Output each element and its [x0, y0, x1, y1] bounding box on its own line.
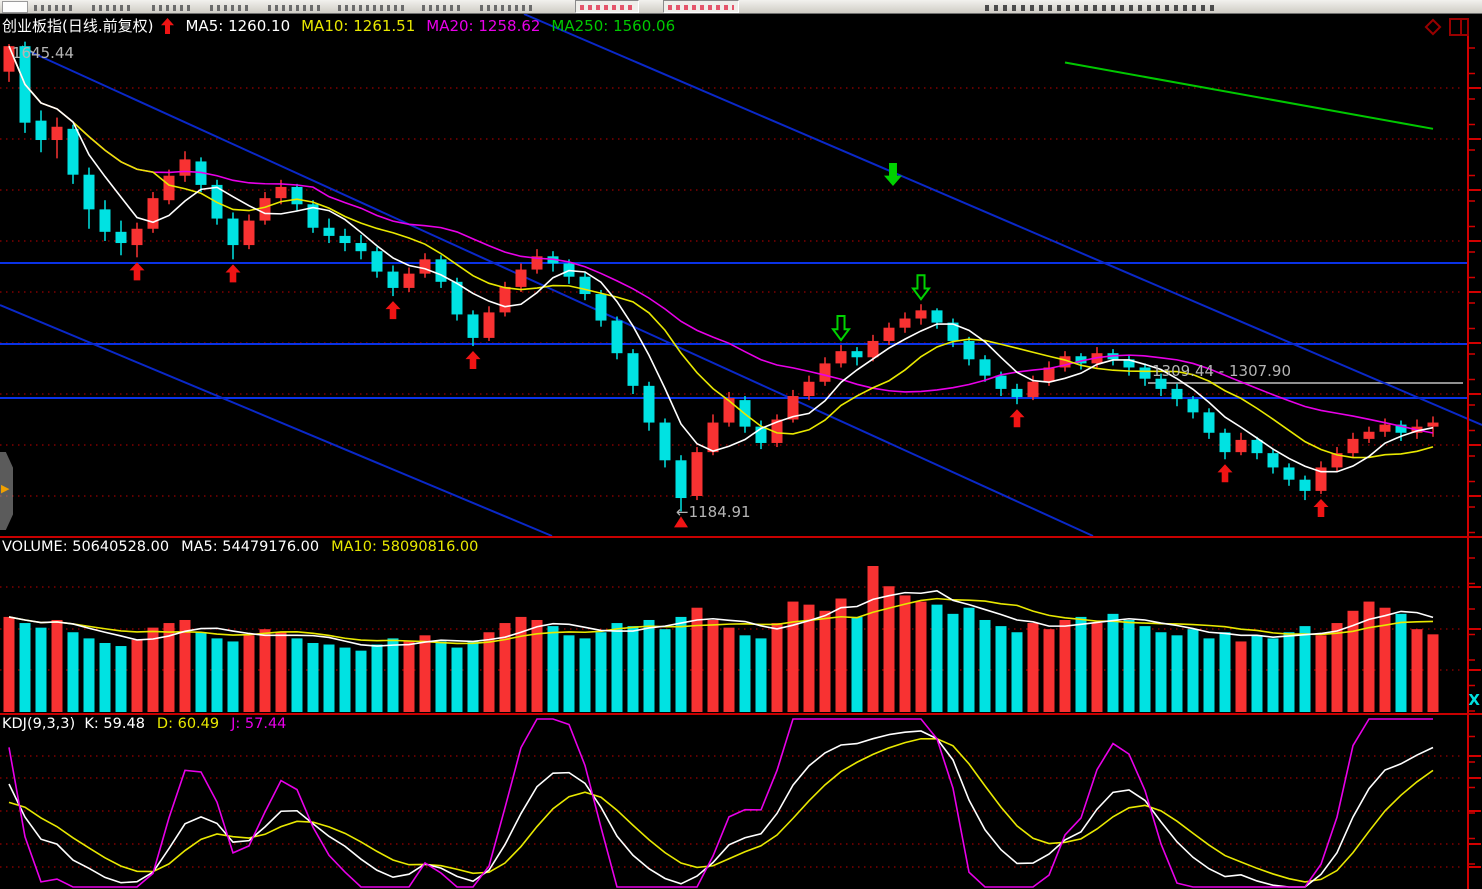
close-marker[interactable]: X [1468, 691, 1480, 709]
toolbar-quote-box[interactable] [575, 0, 639, 13]
menu-bar-fragment[interactable] [92, 5, 134, 11]
ma10-readout: MA10: 1261.51 [301, 16, 416, 35]
menu-bar-fragment[interactable] [210, 5, 252, 11]
status-text-fragment [985, 5, 1215, 11]
chart-area[interactable]: 创业板指(日线.前复权) MA5: 1260.10 MA10: 1261.51 … [0, 13, 1482, 889]
price-band-label: 1309.44 - 1307.90 [1152, 362, 1292, 380]
ma20-readout: MA20: 1258.62 [426, 16, 541, 35]
low-price-label: ←1184.91 [676, 503, 751, 521]
menu-bar-fragment[interactable] [480, 5, 534, 11]
volume-readout: VOLUME: 50640528.00 [2, 539, 170, 555]
volume-ma5-readout: MA5: 54479176.00 [181, 539, 320, 555]
menu-bar-fragment[interactable] [268, 5, 324, 11]
instrument-title: 创业板指(日线.前复权) [2, 17, 154, 35]
ma5-readout: MA5: 1260.10 [185, 16, 291, 35]
split-window-icon[interactable] [1448, 17, 1470, 37]
volume-ma10-readout: MA10: 58090816.00 [331, 539, 479, 555]
menu-bar-fragment[interactable] [152, 5, 194, 11]
kline-chart-canvas[interactable] [0, 13, 1482, 889]
high-price-label: 1645.44 [12, 44, 75, 62]
quote-value-fragment [668, 5, 734, 10]
toolbar-logo-box [2, 1, 28, 13]
kdj-pane-header: KDJ(9,3,3) K: 59.48 D: 60.49 J: 57.44 [2, 716, 286, 732]
side-panel-expand-handle[interactable]: ▶ [0, 452, 13, 530]
quote-value-fragment [580, 5, 634, 10]
chart-title-row: 创业板指(日线.前复权) MA5: 1260.10 MA10: 1261.51 … [2, 15, 675, 36]
menu-bar-fragment[interactable] [422, 5, 464, 11]
kdj-j-readout: J: 57.44 [231, 716, 287, 732]
expand-panel-arrow-icon: ▶ [1, 482, 10, 495]
pane-corner-icons [1423, 17, 1470, 37]
menu-bar-fragment[interactable] [34, 5, 76, 11]
diamond-tool-icon[interactable] [1423, 17, 1443, 37]
kdj-d-readout: D: 60.49 [156, 716, 220, 732]
top-toolbar[interactable] [0, 0, 1482, 14]
kdj-label: KDJ(9,3,3) K: 59.48 [2, 716, 145, 732]
ma250-readout: MA250: 1560.06 [551, 16, 676, 35]
menu-bar-fragment[interactable] [338, 5, 408, 11]
up-arrow-icon [161, 17, 175, 34]
toolbar-quote-box[interactable] [663, 0, 739, 13]
volume-pane-header: VOLUME: 50640528.00 MA5: 54479176.00 MA1… [2, 539, 478, 555]
